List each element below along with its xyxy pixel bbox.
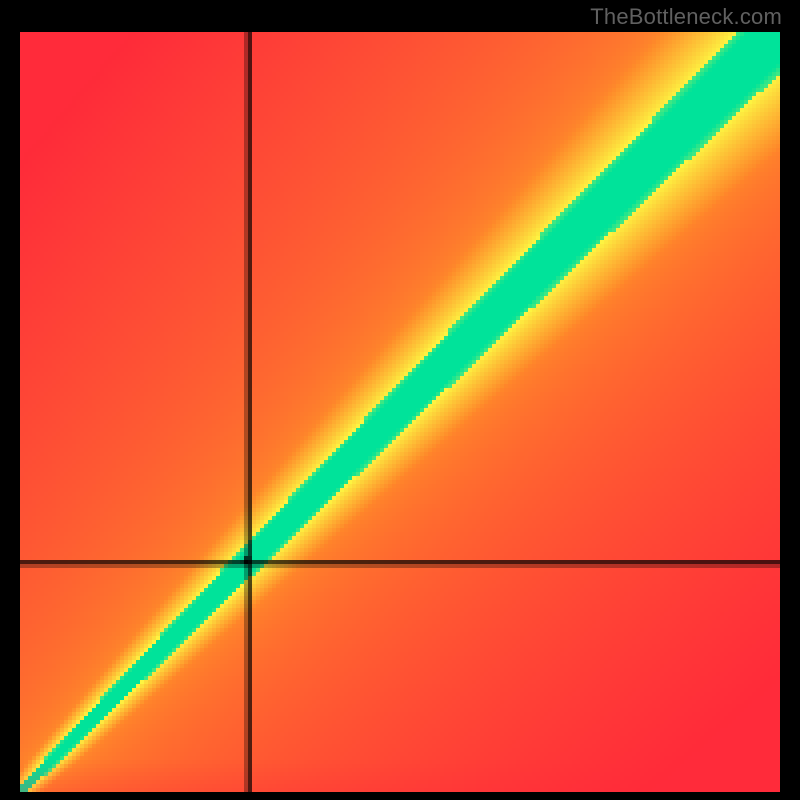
chart-container: TheBottleneck.com	[0, 0, 800, 800]
plot-area	[20, 32, 780, 792]
heatmap-canvas	[20, 32, 780, 792]
attribution-label: TheBottleneck.com	[590, 4, 782, 30]
